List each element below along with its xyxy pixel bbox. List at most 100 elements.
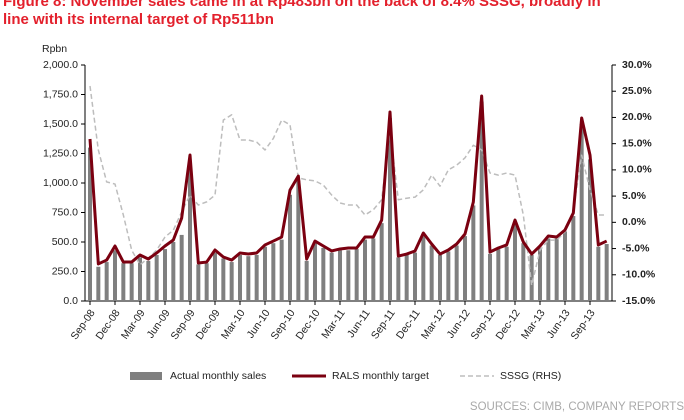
chart-title: Figure 8: November sales came in at Rp48… [3, 0, 601, 10]
legend-label: SSSG (RHS) [500, 370, 561, 382]
y2-tick-label: 20.0% [622, 111, 652, 123]
y2-tick-label: 5.0% [622, 190, 647, 202]
bar [321, 247, 326, 301]
bar [579, 124, 584, 301]
bar [313, 243, 317, 301]
bar [588, 159, 592, 301]
bar [396, 257, 401, 301]
bar [188, 161, 192, 301]
bar [271, 243, 276, 301]
bar [563, 231, 567, 301]
bar [454, 245, 459, 301]
bar [346, 250, 351, 301]
y2-tick-label: -10.0% [622, 269, 656, 281]
bar [546, 238, 551, 301]
bar [571, 216, 576, 301]
bar [554, 238, 559, 301]
bar [196, 264, 201, 301]
line [88, 94, 608, 266]
x-tick-label: Dec-09 [193, 307, 222, 342]
y-tick-label: 0.0 [63, 295, 78, 307]
bar [104, 262, 109, 301]
bar [213, 252, 217, 301]
bar [246, 256, 251, 301]
x-tick-label: Sep-08 [68, 307, 97, 342]
chart-title: line with its internal target of Rp511bn [3, 11, 274, 28]
y-axis-label: Rpbn [42, 43, 67, 55]
bar [129, 263, 134, 301]
bar [146, 260, 151, 301]
x-tick-label: Mar-12 [419, 307, 448, 341]
y2-tick-label: 10.0% [622, 164, 652, 176]
bar [513, 223, 517, 301]
x-tick-label: Mar-09 [119, 307, 148, 341]
bar [171, 242, 176, 301]
bar [429, 245, 434, 301]
bar [296, 180, 301, 301]
bar [413, 252, 417, 301]
bar [154, 254, 159, 301]
bar [221, 258, 226, 301]
source: SOURCES: CIMB, COMPANY REPORTS [470, 401, 684, 413]
y-tick-label: 250.0 [52, 265, 78, 277]
x-tick-label: Mar-10 [219, 307, 248, 341]
y-tick-label: 2,000.0 [43, 59, 78, 71]
bar [529, 254, 534, 301]
x-tick-label: Sep-09 [168, 307, 197, 342]
y2-tick-label: 25.0% [622, 85, 652, 97]
bar [329, 252, 334, 301]
bar [488, 253, 492, 301]
x-tick-label: Dec-11 [394, 307, 423, 341]
y2-tick-label: -5.0% [622, 242, 650, 254]
bar [479, 101, 484, 301]
bar [463, 236, 467, 301]
bar [113, 250, 117, 301]
x-tick-label: Sep-10 [268, 307, 297, 342]
bar [204, 263, 209, 301]
bar [379, 223, 384, 301]
legend-label: Actual monthly sales [170, 370, 266, 382]
bar [88, 147, 92, 301]
bar [421, 236, 426, 301]
bar [263, 246, 267, 301]
bar [163, 249, 167, 301]
bar [363, 239, 367, 301]
x-tick-label: Mar-11 [319, 307, 348, 341]
bar [521, 243, 526, 301]
line [89, 85, 607, 287]
bar [438, 254, 442, 301]
x-tick-label: Sep-12 [468, 307, 497, 342]
bar [304, 260, 309, 301]
bar [446, 251, 451, 301]
y-tick-label: 500.0 [52, 236, 78, 248]
bar [496, 249, 501, 301]
bar [179, 234, 184, 301]
bar [371, 238, 376, 301]
bar [354, 249, 359, 301]
bar [138, 257, 142, 301]
y2-tick-label: -15.0% [622, 295, 656, 307]
y-tick-label: 1,750.0 [43, 88, 78, 100]
bar [121, 263, 126, 301]
bar [338, 250, 342, 301]
bar [254, 254, 259, 301]
bar [288, 194, 292, 301]
bar [471, 205, 476, 301]
x-tick-label: Dec-12 [493, 307, 522, 342]
bar [504, 246, 509, 301]
x-tick-label: Dec-10 [293, 307, 322, 342]
y-tick-label: 1,500.0 [43, 118, 78, 130]
y2-tick-label: 30.0% [622, 59, 652, 71]
bar [404, 254, 409, 301]
bar [538, 247, 542, 301]
bar [279, 239, 284, 301]
x-tick-label: Dec-08 [93, 307, 122, 342]
bar [596, 246, 601, 301]
y2-tick-label: 0.0% [622, 216, 647, 228]
bar [238, 254, 242, 301]
bar [604, 244, 609, 301]
x-tick-label: Sep-13 [568, 307, 597, 342]
bar [388, 118, 392, 301]
y-tick-label: 1,250.0 [43, 147, 78, 159]
